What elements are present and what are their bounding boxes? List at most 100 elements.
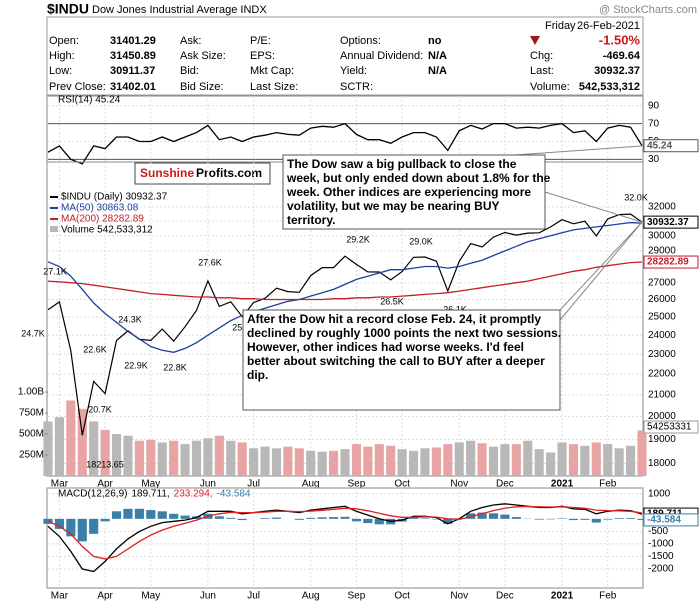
volume-bar bbox=[397, 449, 407, 476]
series-line bbox=[47, 122, 643, 165]
y-tick-label: 90 bbox=[648, 100, 660, 111]
series-line bbox=[47, 505, 643, 560]
field-label: Ask Size: bbox=[180, 50, 226, 62]
histogram-bar bbox=[169, 513, 179, 519]
value-tag bbox=[643, 513, 699, 527]
field-value: 31450.89 bbox=[110, 50, 156, 62]
series-line bbox=[47, 213, 643, 436]
x-tick-label: Nov bbox=[450, 591, 468, 602]
volume-bar bbox=[591, 442, 601, 476]
volume-bar bbox=[249, 448, 259, 476]
volume-bar bbox=[386, 445, 396, 476]
price-annotation: 22.9K bbox=[124, 360, 148, 370]
y-tick-label: 24000 bbox=[648, 330, 676, 341]
histogram-bar bbox=[329, 517, 339, 519]
field-value: -469.64 bbox=[603, 50, 641, 62]
volume-bar bbox=[523, 440, 533, 476]
x-tick-label: Feb bbox=[599, 479, 617, 490]
volume-bar bbox=[191, 440, 202, 476]
price-annotation: 18213.65 bbox=[86, 459, 124, 469]
value-tag-label: 45.24 bbox=[647, 140, 672, 151]
field-label: Yield: bbox=[340, 65, 367, 77]
x-tick-label: Dec bbox=[496, 591, 514, 602]
x-tick-label: 2021 bbox=[551, 591, 574, 602]
volume-bar bbox=[317, 451, 327, 476]
logo-part: Sunshine bbox=[140, 166, 194, 180]
header-box bbox=[46, 16, 644, 96]
volume-bar bbox=[431, 447, 441, 476]
field-value: 31401.29 bbox=[110, 35, 156, 47]
x-tick-label: Aug bbox=[302, 479, 320, 490]
value-tag-label: 28282.89 bbox=[647, 257, 689, 268]
y-tick-label: 30000 bbox=[648, 230, 676, 241]
histogram-bar bbox=[443, 518, 453, 524]
histogram-bar bbox=[100, 518, 110, 522]
callout-text: volatility, but we may be nearing BUY bbox=[287, 199, 500, 213]
field-label: Last: bbox=[530, 65, 554, 77]
histogram-bar bbox=[271, 517, 282, 519]
y-tick-label: -2000 bbox=[648, 564, 674, 575]
volume-bar bbox=[420, 448, 430, 476]
volume-bar bbox=[568, 444, 579, 476]
price-annotation: 29.2K bbox=[346, 234, 370, 244]
volume-bar bbox=[454, 442, 464, 476]
legend-entry: Volume 542,533,312 bbox=[61, 225, 153, 236]
x-tick-label: Sep bbox=[348, 591, 366, 602]
date: 26-Feb-2021 bbox=[577, 20, 640, 32]
field-label: Bid: bbox=[180, 65, 199, 77]
volume-bar bbox=[237, 442, 247, 476]
value-tag bbox=[643, 255, 699, 269]
volume-bar bbox=[203, 438, 213, 476]
price-annotation: 22.8K bbox=[163, 362, 187, 372]
callout-text: territory. bbox=[287, 213, 335, 227]
price-annotation: 24.3K bbox=[118, 314, 142, 324]
histogram-bar bbox=[306, 517, 316, 519]
histogram-bar bbox=[54, 518, 64, 529]
y-tick-label: 30 bbox=[648, 154, 660, 165]
volume-bar bbox=[511, 444, 521, 476]
callout-text: However, other indices had worse weeks. … bbox=[247, 340, 524, 354]
x-tick-label: Oct bbox=[394, 479, 410, 490]
legend-entry: $INDU (Daily) 30932.37 bbox=[61, 192, 168, 203]
price-annotation: 26.1K bbox=[443, 304, 467, 314]
y-tick-label: 1000 bbox=[648, 488, 671, 499]
histogram-bar bbox=[111, 511, 122, 519]
y-tick-label: 21000 bbox=[648, 389, 676, 400]
field-label: Chg: bbox=[530, 50, 553, 62]
volume-bar bbox=[306, 450, 316, 476]
volume-bar bbox=[614, 448, 624, 476]
legend-entry: MA(200) 28282.89 bbox=[61, 214, 144, 225]
legend-entry: RSI(14) 45.24 bbox=[58, 95, 121, 106]
legend-entry: -43.584 bbox=[217, 489, 251, 500]
field-label: Open: bbox=[49, 35, 79, 47]
legend-entry: 189.711, bbox=[131, 489, 169, 500]
callout-text: week. Other indices are experiencing mor… bbox=[286, 185, 531, 199]
volume-bar bbox=[351, 444, 361, 476]
legend-entry: MACD(12,26,9) bbox=[58, 489, 127, 500]
x-tick-label: Feb bbox=[599, 591, 617, 602]
volume-tick-label: 250M bbox=[19, 450, 44, 461]
name: Dow Jones Industrial Average INDX bbox=[92, 4, 267, 16]
callout-box bbox=[242, 309, 561, 411]
logo-box bbox=[134, 162, 271, 185]
volume-tick-label: 750M bbox=[19, 408, 44, 419]
histogram-bar bbox=[146, 510, 156, 519]
volume-bar bbox=[100, 429, 110, 476]
callout-box bbox=[282, 154, 546, 230]
y-tick-label: 29000 bbox=[648, 246, 676, 257]
callout-text: declined by roughly 1000 points the next… bbox=[247, 326, 561, 340]
histogram-bar bbox=[226, 517, 236, 519]
field-label: Mkt Cap: bbox=[250, 65, 294, 77]
volume-bar bbox=[374, 444, 384, 476]
volume-bar bbox=[43, 421, 53, 476]
histogram-bar bbox=[363, 518, 373, 524]
histogram-bar bbox=[614, 518, 624, 519]
field-label: SCTR: bbox=[340, 81, 373, 93]
value-tag bbox=[643, 139, 699, 153]
histogram-bar bbox=[260, 518, 270, 519]
field-value: 30932.37 bbox=[594, 65, 640, 77]
field-label: High: bbox=[49, 50, 75, 62]
histogram-bar bbox=[591, 518, 601, 523]
price-annotation: 32.0K bbox=[624, 192, 648, 202]
x-tick-label: Jul bbox=[247, 591, 260, 602]
